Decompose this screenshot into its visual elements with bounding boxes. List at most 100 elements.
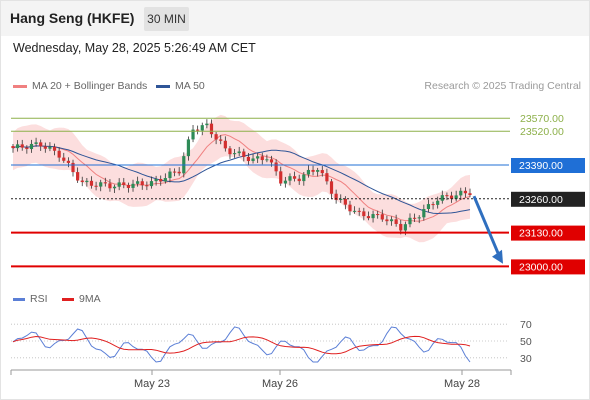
- candle-body: [325, 173, 329, 182]
- candle-body: [149, 181, 154, 187]
- level-tag-23260: [511, 191, 585, 207]
- candle-body: [71, 162, 75, 173]
- candle-body: [279, 171, 283, 184]
- candle-body: [103, 182, 107, 184]
- candle-body: [232, 153, 237, 155]
- candle-body: [292, 176, 297, 179]
- level-tag-23130: [511, 225, 585, 241]
- rsi-tick-70: 70: [520, 319, 532, 331]
- candle-body: [468, 193, 472, 196]
- level-label-23570: 23570.00: [520, 113, 564, 125]
- candle-body: [196, 129, 200, 131]
- level-label-23260: 23260.00: [519, 194, 563, 206]
- candle-body: [34, 142, 38, 144]
- legend-ma20: MA 20 + Bollinger Bands: [13, 80, 147, 92]
- candle-body: [371, 214, 375, 219]
- bollinger-band: [13, 114, 470, 243]
- candle-body: [445, 195, 449, 197]
- instrument-title: Hang Seng (HKFE): [10, 10, 135, 26]
- candle-body: [376, 214, 380, 216]
- candle-body: [48, 146, 52, 149]
- candle-body: [302, 174, 306, 182]
- candle-body: [29, 143, 34, 150]
- legend-ma50-label: MA 50: [175, 80, 205, 92]
- candle-body: [85, 180, 89, 183]
- candle-body: [172, 171, 177, 173]
- timeframe-badge[interactable]: 30 MIN: [144, 7, 189, 31]
- candle-body: [265, 159, 269, 161]
- ma20-swatch: [13, 84, 27, 88]
- candle-body: [288, 176, 292, 181]
- candle-body: [246, 156, 251, 162]
- level-label-23130: 23130.00: [519, 228, 563, 240]
- candle-body: [417, 217, 421, 219]
- candle-body: [136, 181, 140, 184]
- candle-body: [329, 181, 334, 194]
- candle-body: [440, 195, 444, 201]
- candle-body: [209, 123, 214, 135]
- legend-ma50: MA 50: [156, 80, 205, 92]
- ma20-line: [12, 134, 471, 222]
- candle-body: [237, 151, 241, 154]
- candle-body: [352, 210, 357, 212]
- candle-body: [191, 129, 195, 140]
- candle-body: [283, 180, 287, 184]
- candle-body: [145, 185, 149, 187]
- 9ma-swatch: [62, 297, 74, 301]
- candle-body: [80, 180, 84, 183]
- rsi-panel: 70 50 30: [11, 319, 532, 365]
- level-label-23520: 23520.00: [520, 126, 564, 138]
- candle-body: [454, 195, 458, 199]
- candle-body: [62, 157, 66, 161]
- candle-body: [223, 140, 227, 149]
- candle-body: [200, 125, 204, 131]
- candle-body: [94, 185, 98, 187]
- x-tick-label: May 28: [444, 378, 480, 390]
- candle-body: [251, 158, 255, 162]
- candle-body: [122, 182, 126, 186]
- x-tick-label: May 23: [134, 378, 170, 390]
- level-tag-23000: [511, 259, 585, 275]
- candle-body: [20, 144, 24, 148]
- candle-body: [306, 169, 311, 175]
- candle-body: [297, 178, 301, 182]
- candle-body: [399, 223, 403, 231]
- candle-body: [366, 216, 371, 219]
- candle-body: [403, 224, 407, 231]
- legend-9ma: 9MA: [62, 293, 101, 305]
- rsi-tick-30: 30: [520, 353, 532, 365]
- timestamp: Wednesday, May 28, 2025 5:26:49 AM CET: [13, 41, 256, 55]
- candle-body: [408, 217, 412, 225]
- candle-body: [154, 179, 158, 182]
- candle-body: [11, 146, 15, 149]
- candle-body: [422, 208, 426, 218]
- price-panel: [11, 114, 472, 243]
- candle-body: [269, 159, 274, 163]
- candle-body: [274, 162, 278, 172]
- level-tag-23390: [511, 158, 585, 173]
- candle-body: [126, 185, 131, 188]
- candle-body: [436, 200, 440, 205]
- candle-body: [316, 170, 320, 172]
- legend-ma20-label: MA 20 + Bollinger Bands: [32, 80, 148, 92]
- candle-body: [66, 160, 70, 163]
- credit-text: Research © 2025 Trading Central: [424, 80, 581, 92]
- candle-body: [131, 183, 135, 188]
- header-bar: [1, 1, 589, 36]
- forecast-arrowhead: [492, 249, 503, 264]
- candle-body: [168, 171, 172, 179]
- candle-body: [242, 151, 246, 157]
- candle-body: [413, 217, 417, 219]
- rsi-swatch: [13, 297, 25, 301]
- candle-body: [362, 211, 366, 217]
- x-axis: May 23 May 26 May 28: [10, 369, 512, 390]
- candle-body: [89, 180, 94, 186]
- candle-body: [99, 182, 103, 187]
- candle-body: [389, 219, 394, 222]
- candle-body: [228, 148, 232, 155]
- candle-body: [214, 134, 218, 140]
- candle-body: [311, 169, 315, 172]
- ma50-swatch: [156, 84, 170, 88]
- level-label-23390: 23390.00: [519, 160, 563, 172]
